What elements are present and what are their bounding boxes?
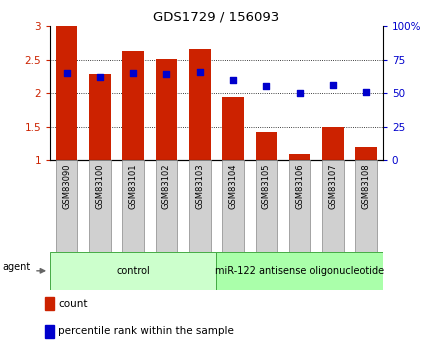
Point <box>296 90 302 96</box>
Text: control: control <box>116 266 150 276</box>
Bar <box>355 147 376 160</box>
Text: GSM83106: GSM83106 <box>294 163 303 209</box>
Bar <box>50 252 216 290</box>
Text: GSM83090: GSM83090 <box>62 163 71 209</box>
Text: GSM83104: GSM83104 <box>228 163 237 209</box>
Text: GSM83103: GSM83103 <box>195 163 204 209</box>
Point <box>362 89 369 95</box>
Text: GSM83100: GSM83100 <box>95 163 104 209</box>
Text: count: count <box>58 299 87 308</box>
Bar <box>89 160 111 252</box>
Bar <box>155 59 177 160</box>
Text: percentile rank within the sample: percentile rank within the sample <box>58 326 233 336</box>
Text: GSM83107: GSM83107 <box>328 163 337 209</box>
Point <box>196 69 203 75</box>
Point <box>63 70 70 76</box>
Bar <box>216 252 382 290</box>
Bar <box>321 160 343 252</box>
Bar <box>89 74 111 160</box>
Bar <box>355 160 376 252</box>
Bar <box>188 49 210 160</box>
Bar <box>288 160 310 252</box>
Bar <box>255 160 276 252</box>
Bar <box>188 160 210 252</box>
Point <box>329 82 335 88</box>
Bar <box>45 297 53 310</box>
Point <box>96 74 103 80</box>
Bar <box>56 26 77 160</box>
Bar <box>255 132 276 160</box>
Text: GSM83105: GSM83105 <box>261 163 270 209</box>
Point <box>163 71 170 77</box>
Text: GSM83101: GSM83101 <box>128 163 138 209</box>
Text: GSM83102: GSM83102 <box>161 163 171 209</box>
Point <box>129 70 136 76</box>
Text: miR-122 antisense oligonucleotide: miR-122 antisense oligonucleotide <box>214 266 383 276</box>
Title: GDS1729 / 156093: GDS1729 / 156093 <box>153 10 279 23</box>
Bar <box>155 160 177 252</box>
Bar <box>122 160 144 252</box>
Text: GSM83108: GSM83108 <box>361 163 370 209</box>
Point <box>229 77 236 82</box>
Point <box>262 84 269 89</box>
Bar <box>56 160 77 252</box>
Bar <box>222 97 243 160</box>
Bar <box>321 127 343 160</box>
Bar <box>222 160 243 252</box>
Text: agent: agent <box>3 262 31 272</box>
Bar <box>45 325 53 338</box>
Bar <box>122 51 144 160</box>
Bar <box>288 154 310 160</box>
